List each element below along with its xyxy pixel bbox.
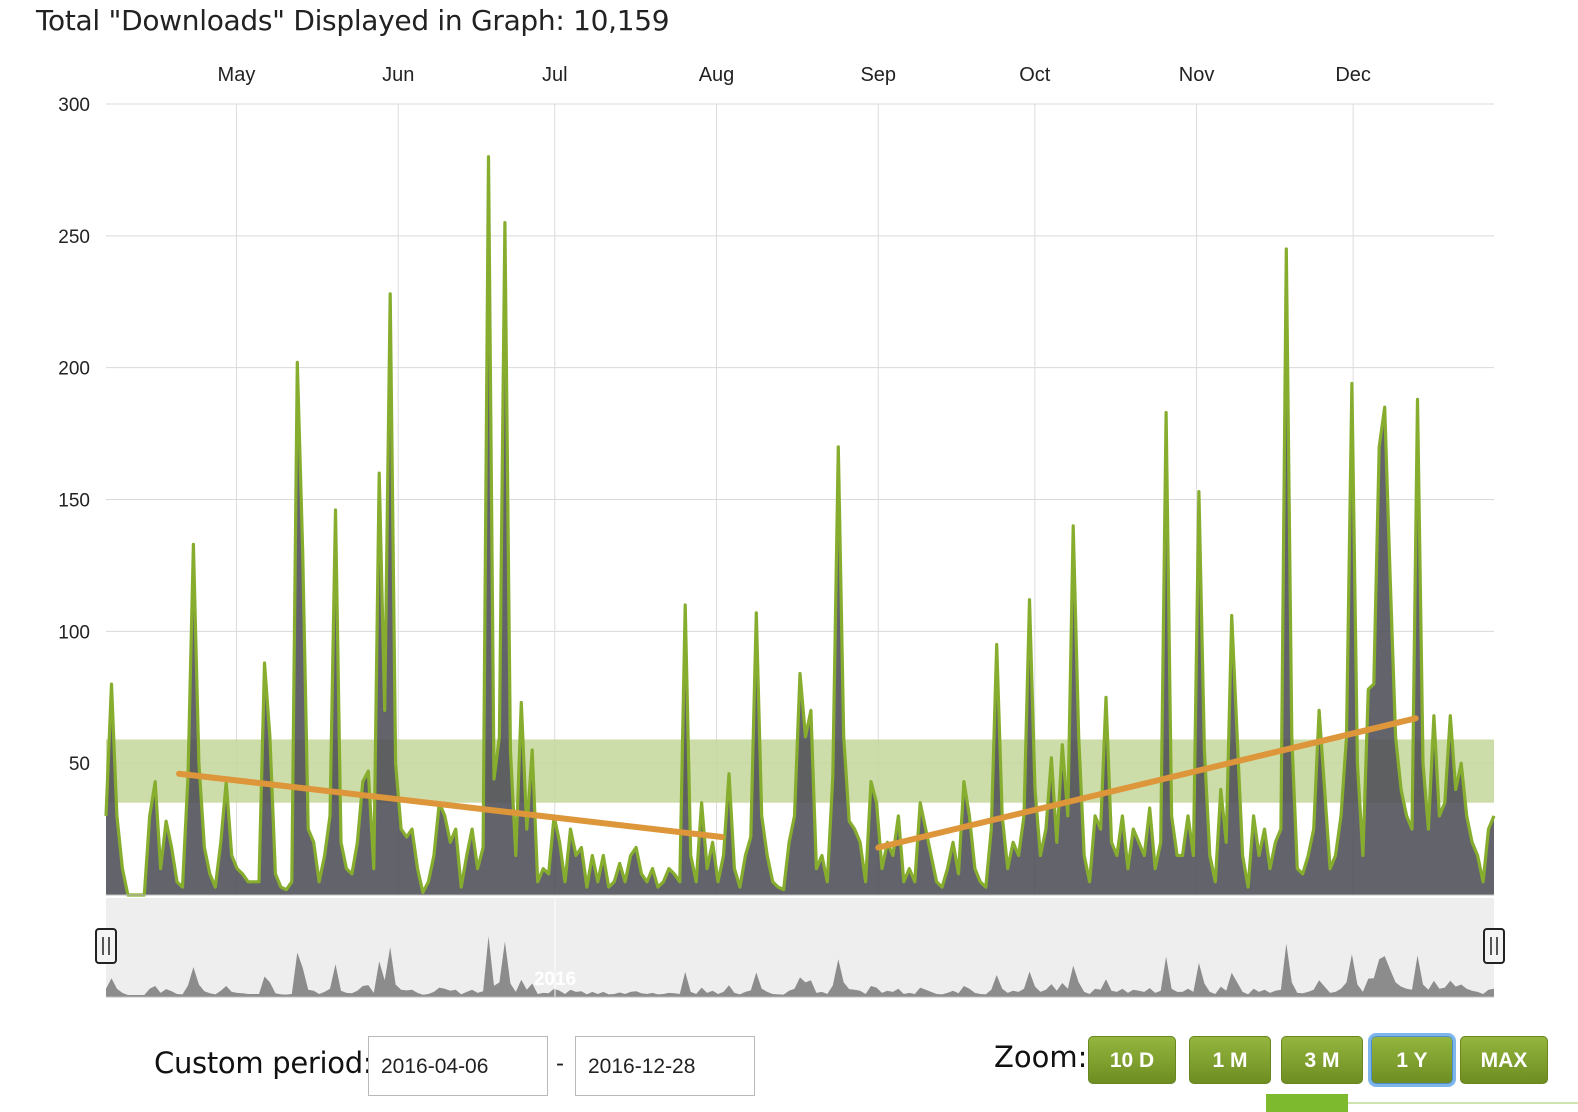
y-tick-label: 200 — [58, 359, 90, 380]
page-footer-divider — [1348, 1102, 1578, 1104]
navigator-area — [106, 936, 1494, 997]
page-footer-accent — [1266, 1094, 1348, 1112]
trend-line — [176, 770, 725, 840]
y-tick-label: 50 — [69, 754, 90, 775]
x-tick-label: May — [218, 64, 256, 86]
y-tick-label: 100 — [58, 622, 90, 643]
zoom-label: Zoom: — [994, 1040, 1088, 1074]
chart-title: Total "Downloads" Displayed in Graph: 10… — [36, 4, 670, 37]
downloads-line — [104, 155, 1496, 897]
custom-period-label: Custom period: — [154, 1046, 373, 1080]
y-tick-label: 300 — [58, 95, 90, 116]
date-to-input[interactable]: 2016-12-28 — [575, 1036, 755, 1096]
zoom-10d-button[interactable]: 10 D — [1088, 1036, 1176, 1084]
date-separator: - — [556, 1050, 564, 1077]
navigator-right-handle[interactable] — [1483, 928, 1505, 964]
zoom-1y-button[interactable]: 1 Y — [1371, 1036, 1453, 1084]
x-tick-label: Dec — [1335, 64, 1371, 86]
downloads-chart: 50 100 150 200 250 300 May Jun Jul Aug Sep Oct Nov De… — [58, 64, 1505, 998]
y-tick-label: 150 — [58, 491, 90, 512]
x-tick-label: Aug — [699, 64, 735, 86]
x-tick-label: Sep — [860, 64, 896, 86]
x-tick-label: Jun — [382, 64, 414, 86]
navigator-year-label: 2016 — [534, 969, 576, 990]
date-from-input[interactable]: 2016-04-06 — [368, 1036, 548, 1096]
zoom-3m-button[interactable]: 3 M — [1281, 1036, 1363, 1084]
y-tick-label: 250 — [58, 227, 90, 248]
trend-line — [875, 715, 1419, 851]
zoom-max-button[interactable]: MAX — [1460, 1036, 1548, 1084]
x-tick-label: Jul — [542, 64, 568, 86]
zoom-1m-button[interactable]: 1 M — [1189, 1036, 1271, 1084]
x-tick-label: Nov — [1179, 64, 1215, 86]
x-tick-label: Oct — [1019, 64, 1051, 86]
navigator-left-handle[interactable] — [95, 928, 117, 964]
downloads-area — [106, 156, 1494, 895]
